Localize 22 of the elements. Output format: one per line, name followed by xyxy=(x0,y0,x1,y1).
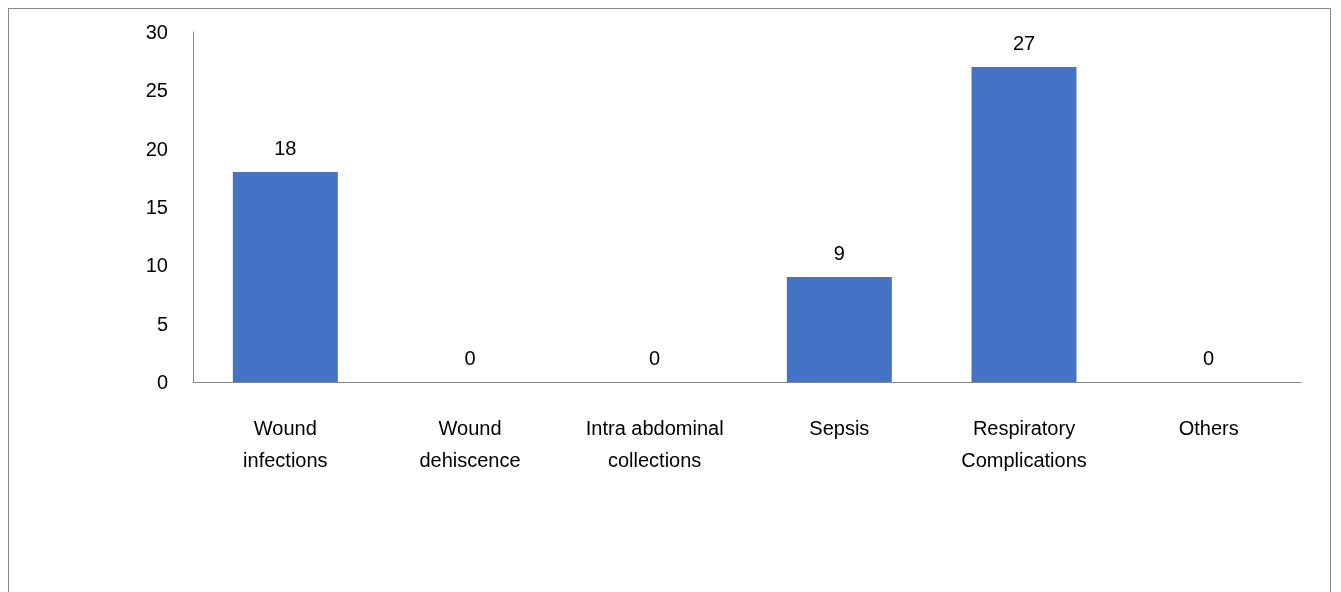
y-tick-label: 25 xyxy=(145,79,168,102)
data-label: 0 xyxy=(1203,347,1215,369)
y-tick-label: 10 xyxy=(145,254,168,277)
data-label: 0 xyxy=(649,347,661,369)
x-tick-label: Wound dehiscence xyxy=(419,417,521,471)
x-tick-label: Sepsis xyxy=(809,417,870,439)
y-tick-label: 15 xyxy=(145,196,168,218)
data-label: 0 xyxy=(464,347,476,369)
bar xyxy=(971,67,1077,382)
y-tick-label: 0 xyxy=(156,371,168,393)
x-tick-label: Intra abdominal collections xyxy=(585,417,724,471)
x-tick-label: Respiratory Complications xyxy=(961,417,1087,471)
x-tick-label: Others xyxy=(1178,417,1239,439)
x-tick-label: Wound infections xyxy=(243,417,328,471)
bar xyxy=(786,277,892,382)
bar xyxy=(232,172,338,382)
data-label: 27 xyxy=(1012,32,1036,54)
data-label: 18 xyxy=(274,137,297,159)
y-tick-label: 20 xyxy=(145,137,168,160)
data-label: 9 xyxy=(833,242,845,264)
y-tick-label: 5 xyxy=(156,312,168,335)
y-tick-label: 30 xyxy=(145,21,168,43)
